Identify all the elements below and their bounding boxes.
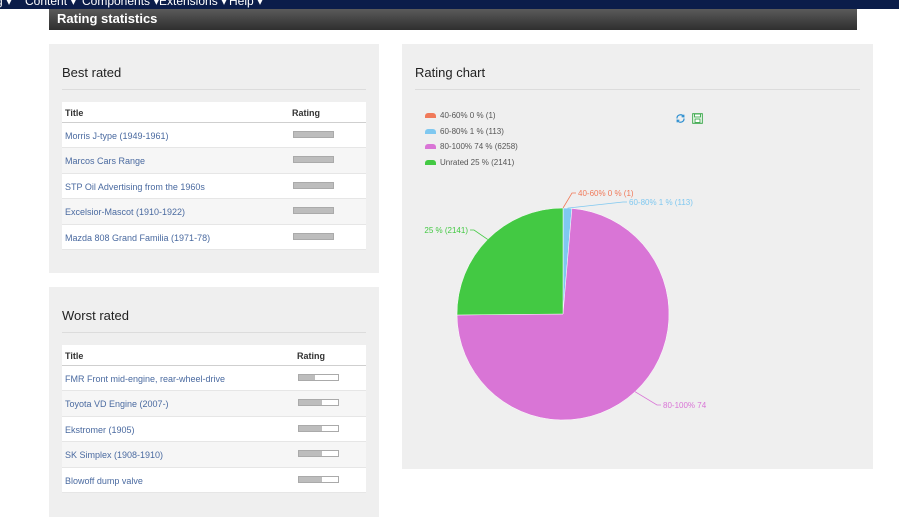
rating-bar	[293, 156, 334, 164]
rating-pie-chart: 40-60% 0 % (1)60-80% 1 % (113) 80-100% 74…	[424, 189, 707, 421]
data-label: 40-60% 0 % (1)	[578, 189, 634, 198]
rating-bar-fill	[294, 132, 333, 137]
column-header-rating: Rating	[292, 108, 320, 118]
table-row: STP Oil Advertising from the 1960s	[62, 174, 366, 200]
menu-item-system[interactable]: g ▾	[0, 0, 13, 8]
rating-bar-fill	[294, 157, 333, 163]
legend-label: 80-100% 74 % (6258)	[440, 142, 518, 151]
legend-swatch	[425, 144, 436, 150]
rating-bar	[293, 207, 334, 215]
item-title-link[interactable]: STP Oil Advertising from the 1960s	[65, 181, 205, 192]
legend-swatch	[425, 113, 436, 119]
rating-bar-fill	[299, 400, 323, 406]
save-icon[interactable]	[692, 111, 703, 124]
rating-bar-fill	[299, 451, 323, 457]
top-menu-bar: g ▾ Content ▾ Components ▾ Extensions ▾ …	[0, 0, 899, 9]
rating-bar	[293, 181, 334, 189]
table-header: Title Rating	[62, 345, 366, 366]
worst-rated-panel: Worst rated Title Rating FMR Front mid-e…	[49, 287, 379, 517]
pie-slice-unrated[interactable]	[456, 207, 564, 316]
legend-label: 60-80% 1 % (113)	[440, 126, 504, 136]
divider	[62, 89, 366, 90]
table-row: Ekstromer (1905)	[62, 417, 366, 443]
rating-bar	[298, 475, 339, 483]
rating-bar	[298, 424, 339, 432]
rating-bar-fill	[294, 208, 333, 214]
rating-bar-fill	[299, 476, 323, 482]
divider	[62, 332, 366, 333]
menu-item-content[interactable]: Content ▾	[25, 0, 77, 8]
legend-label: Unrated 25 % (2141)	[440, 157, 515, 167]
table-row: FMR Front mid-engine, rear-wheel-drive	[62, 366, 366, 392]
legend-item[interactable]: 60-80% 1 % (113)	[425, 127, 504, 136]
item-title-link[interactable]: Toyota VD Engine (2007-)	[65, 399, 169, 410]
legend-swatch	[425, 128, 436, 134]
table-header: Title Rating	[62, 102, 366, 123]
rating-bar-fill	[299, 375, 315, 380]
rating-bar	[298, 450, 339, 458]
item-title-link[interactable]: FMR Front mid-engine, rear-wheel-drive	[65, 374, 226, 384]
legend-item[interactable]: Unrated 25 % (2141)	[425, 158, 514, 167]
rating-bar-fill	[294, 233, 333, 239]
legend-item[interactable]: 80-100% 74 % (6258)	[425, 142, 518, 151]
item-title-link[interactable]: SK Simplex (1908-1910)	[65, 450, 164, 461]
data-label: 25 % (2141)	[424, 226, 468, 235]
item-title-link[interactable]: Excelsior-Mascot (1910-1922)	[65, 207, 186, 218]
refresh-icon[interactable]	[675, 111, 686, 123]
column-header-title: Title	[65, 351, 84, 361]
menu-item-help[interactable]: Help ▾	[229, 0, 264, 8]
item-title-link[interactable]: Marcos Cars Range	[65, 156, 146, 167]
item-title-link[interactable]: Mazda 808 Grand Familia (1971-78)	[65, 232, 211, 243]
menu-item-components[interactable]: Components ▾	[82, 0, 160, 8]
table-row: Toyota VD Engine (2007-)	[62, 391, 366, 417]
menu-item-extensions[interactable]: Extensions ▾	[159, 0, 228, 8]
item-title-link[interactable]: Ekstromer (1905)	[65, 424, 135, 435]
rating-bar	[293, 232, 334, 240]
data-label: 60-80% 1 % (113)	[629, 198, 693, 207]
best-rated-panel: Best rated Title Rating Morris J-type (1…	[49, 44, 379, 273]
table-row: Blowoff dump valve	[62, 468, 366, 493]
item-title-link[interactable]: Morris J-type (1949-1961)	[65, 131, 169, 141]
rating-bar	[298, 399, 339, 407]
rating-chart-heading: Rating chart	[415, 65, 486, 80]
worst-rated-heading: Worst rated	[62, 308, 129, 323]
data-label-connector	[634, 391, 661, 406]
data-label-connector	[562, 192, 576, 209]
table-row: Morris J-type (1949-1961)	[62, 123, 366, 149]
item-title-link[interactable]: Blowoff dump valve	[65, 475, 143, 486]
legend-item[interactable]: 40-60% 0 % (1)	[425, 111, 496, 120]
rating-chart-panel: Rating chart 40-60% 0 % (1) 60-80% 1 % (1…	[402, 44, 873, 469]
page-title: Rating statistics	[49, 9, 857, 30]
worst-rated-table: Title Rating FMR Front mid-engine, rear-…	[62, 345, 366, 493]
legend-swatch	[425, 159, 436, 165]
rating-bar-fill	[294, 182, 333, 188]
rating-bar	[293, 131, 334, 138]
data-label: 80-100% 74	[663, 401, 707, 410]
rating-bar-fill	[299, 425, 323, 431]
table-row: SK Simplex (1908-1910)	[62, 442, 366, 468]
data-label-connector	[567, 201, 627, 209]
column-header-rating: Rating	[297, 351, 325, 361]
legend-label: 40-60% 0 % (1)	[440, 111, 496, 120]
table-row: Excelsior-Mascot (1910-1922)	[62, 199, 366, 225]
table-row: Mazda 808 Grand Familia (1971-78)	[62, 225, 366, 250]
best-rated-table: Title Rating Morris J-type (1949-1961) Ma…	[62, 102, 366, 250]
best-rated-heading: Best rated	[62, 65, 122, 80]
table-row: Marcos Cars Range	[62, 148, 366, 174]
data-label-connector	[470, 229, 488, 240]
divider	[415, 89, 860, 90]
column-header-title: Title	[65, 108, 84, 118]
rating-bar	[298, 374, 339, 381]
